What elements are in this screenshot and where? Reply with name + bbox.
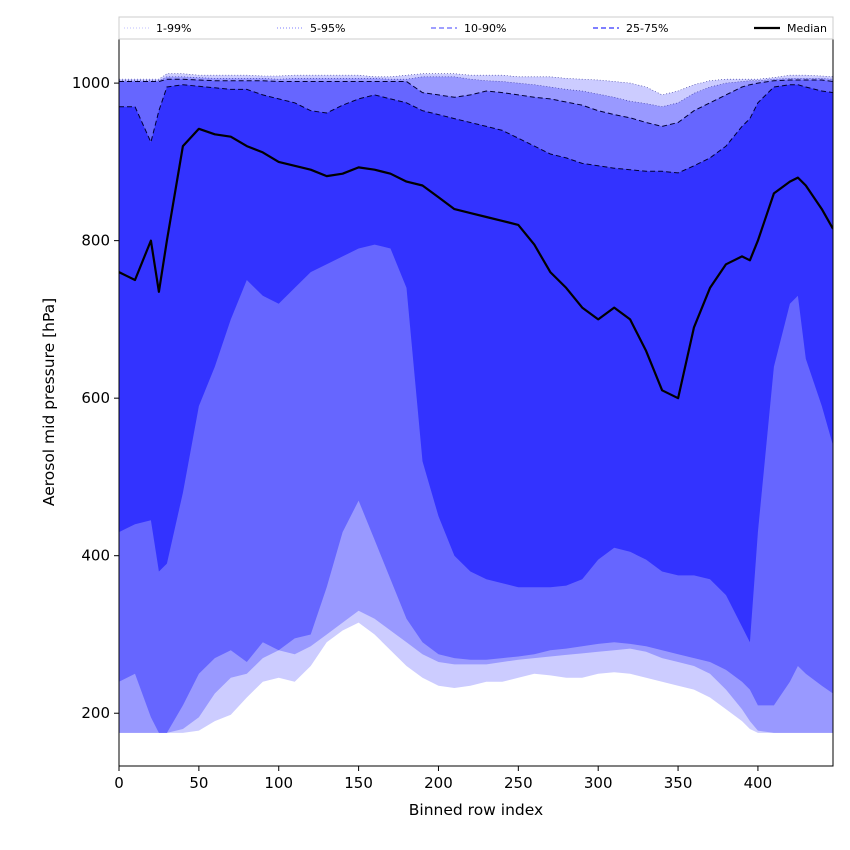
legend-label: Median xyxy=(787,22,827,35)
y-tick-label: 800 xyxy=(81,232,110,250)
x-axis-label: Binned row index xyxy=(409,801,543,819)
x-tick-label: 400 xyxy=(744,774,773,792)
x-tick-label: 200 xyxy=(424,774,453,792)
legend-label: 10-90% xyxy=(464,22,506,35)
x-tick-label: 100 xyxy=(264,774,293,792)
legend-box xyxy=(118,16,834,40)
x-tick-label: 150 xyxy=(344,774,373,792)
legend-label: 5-95% xyxy=(310,22,345,35)
y-tick-label: 200 xyxy=(81,704,110,722)
median-line xyxy=(119,127,833,400)
y-tick-label: 1000 xyxy=(72,74,110,92)
area-25-75pct xyxy=(119,84,833,643)
x-tick-label: 250 xyxy=(504,774,533,792)
x-tick-label: 50 xyxy=(189,774,208,792)
x-tick-label: 350 xyxy=(664,774,693,792)
upper-line-10-90pct xyxy=(119,78,833,127)
legend: 1-99% 5-95% 10-90% 25-75% Median xyxy=(118,16,834,40)
y-tick-label: 600 xyxy=(81,389,110,407)
legend-label: 1-99% xyxy=(156,22,191,35)
y-axis-label: Aerosol mid pressure [hPa] xyxy=(40,298,58,506)
y-tick-label: 400 xyxy=(81,547,110,565)
x-tick-label: 300 xyxy=(584,774,613,792)
upper-line-1-99pct xyxy=(119,73,833,96)
x-tick-label: 0 xyxy=(114,774,124,792)
upper-line-25-75pct xyxy=(119,84,833,174)
legend-label: 25-75% xyxy=(626,22,668,35)
plot-area xyxy=(119,73,833,733)
